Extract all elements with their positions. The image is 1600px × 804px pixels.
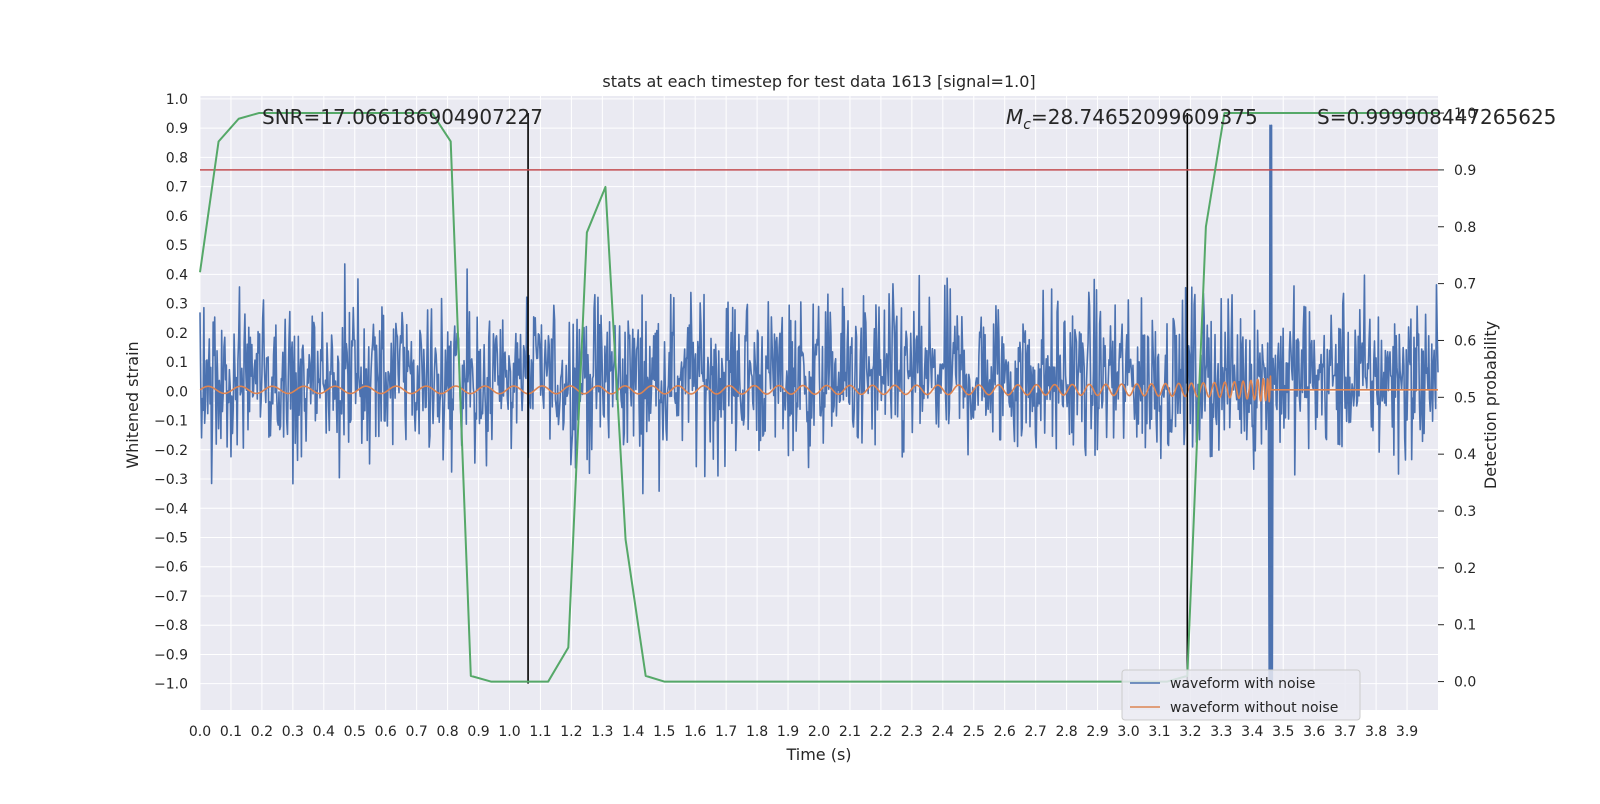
x-tick-label: 3.9 <box>1396 724 1418 740</box>
x-tick-label: 1.1 <box>529 724 551 740</box>
y-tick-label: −0.6 <box>154 560 188 576</box>
legend: waveform with noise waveform without noi… <box>1121 669 1361 721</box>
mc-annotation: Mc=28.74652099609375 <box>1006 105 1258 133</box>
x-tick-label: 2.6 <box>994 724 1016 740</box>
y-tick-label: −0.9 <box>154 647 188 663</box>
x-tick-label: 2.0 <box>808 724 830 740</box>
x-tick-label: 0.4 <box>313 724 335 740</box>
x-tick-label: 2.8 <box>1055 724 1077 740</box>
x-tick-label: 0.5 <box>344 724 366 740</box>
s-annotation: S=0.999908447265625 <box>1317 105 1556 129</box>
vertical-markers <box>527 113 1189 684</box>
x-tick-label: 2.4 <box>932 724 954 740</box>
y-right-tick-labels: 1.0 0.9 0.8 0.7 0.6 0.5 0.4 0.3 0.2 0.1 0.0 <box>1438 106 1476 691</box>
y-right-tick-label: 0.0 <box>1454 675 1476 691</box>
y-tick-labels: 1.0 0.9 0.8 0.7 0.6 0.5 0.4 0.3 0.2 0.1 0.0 −0.1 −0.… <box>154 92 188 693</box>
y-tick-label: −0.2 <box>154 443 188 459</box>
series-detection-probability <box>199 112 1438 683</box>
y-tick-label: 0.9 <box>166 121 188 137</box>
y-tick-label: 0.0 <box>166 384 188 400</box>
x-tick-label: 2.1 <box>839 724 861 740</box>
y-right-tick-label: 0.9 <box>1454 163 1476 179</box>
snr-annotation: SNR=17.066186904907227 <box>262 105 543 129</box>
x-tick-label: 3.6 <box>1303 724 1325 740</box>
y-tick-label: 0.1 <box>166 355 188 371</box>
waveform-with-noise-line <box>199 124 1439 685</box>
y-tick-label: 0.7 <box>166 180 188 196</box>
x-tick-label: 1.5 <box>653 724 675 740</box>
mc-subscript: c <box>1023 117 1031 133</box>
x-tick-label: 3.5 <box>1272 724 1294 740</box>
waveform-without-noise-line <box>199 375 1439 403</box>
y-tick-label: −1.0 <box>154 677 188 693</box>
x-tick-label: 1.2 <box>560 724 582 740</box>
x-tick-label: 1.8 <box>746 724 768 740</box>
x-tick-label: 0.7 <box>406 724 428 740</box>
y-tick-label: 0.2 <box>166 326 188 342</box>
legend-label-noise: waveform with noise <box>1170 676 1315 692</box>
y-right-tick-label: 0.7 <box>1454 277 1476 293</box>
x-tick-label: 0.0 <box>189 724 211 740</box>
y-tick-label: −0.1 <box>154 414 188 430</box>
x-tick-label: 2.9 <box>1086 724 1108 740</box>
x-tick-label: 0.1 <box>220 724 242 740</box>
y-right-tick-label: 0.1 <box>1454 618 1476 634</box>
x-tick-label: 1.3 <box>591 724 613 740</box>
x-tick-label: 3.3 <box>1210 724 1232 740</box>
y-tick-label: −0.5 <box>154 530 188 546</box>
y-gridlines <box>200 98 1438 685</box>
y-right-tick-label: 1.0 <box>1454 106 1476 122</box>
y-tick-label: 0.5 <box>166 238 188 254</box>
y-right-axis-label: Detection probability <box>1481 321 1500 489</box>
y-right-tick-label: 0.5 <box>1454 390 1476 406</box>
x-tick-label: 1.0 <box>498 724 520 740</box>
x-tick-label: 1.4 <box>622 724 644 740</box>
x-tick-label: 0.6 <box>375 724 397 740</box>
x-tick-label: 2.3 <box>901 724 923 740</box>
y-tick-label: 0.8 <box>166 150 188 166</box>
x-tick-label: 3.4 <box>1241 724 1263 740</box>
legend-box <box>1121 669 1361 721</box>
x-tick-label: 0.3 <box>282 724 304 740</box>
y-right-tick-label: 0.8 <box>1454 220 1476 236</box>
x-tick-label: 3.8 <box>1365 724 1387 740</box>
x-tick-label: 2.7 <box>1025 724 1047 740</box>
mc-value: =28.74652099609375 <box>1031 105 1258 129</box>
x-tick-label: 3.0 <box>1117 724 1139 740</box>
x-tick-label: 1.9 <box>777 724 799 740</box>
x-tick-labels: 0.0 0.1 0.2 0.3 0.4 0.5 0.6 0.7 0.8 0.9 1.0 1.1 1.2 1… <box>189 724 1418 740</box>
legend-label-chirp: waveform without noise <box>1170 700 1338 716</box>
x-tick-label: 1.6 <box>684 724 706 740</box>
y-tick-label: 1.0 <box>166 92 188 108</box>
x-tick-label: 0.9 <box>467 724 489 740</box>
x-tick-label: 1.7 <box>715 724 737 740</box>
y-tick-label: 0.6 <box>166 209 188 225</box>
y-tick-label: −0.8 <box>154 618 188 634</box>
series-waveform-without-noise <box>199 375 1439 403</box>
chart-title: stats at each timestep for test data 161… <box>602 72 1035 91</box>
x-tick-label: 2.2 <box>870 724 892 740</box>
y-right-tick-label: 0.6 <box>1454 333 1476 349</box>
x-axis-label: Time (s) <box>785 745 851 764</box>
series-waveform-with-noise <box>199 124 1439 685</box>
y-tick-label: −0.7 <box>154 589 188 605</box>
x-tick-label: 0.8 <box>436 724 458 740</box>
y-right-tick-label: 0.2 <box>1454 561 1476 577</box>
y-axis-label: Whitened strain <box>123 341 142 468</box>
x-tick-label: 0.2 <box>251 724 273 740</box>
mc-symbol: M <box>1006 105 1023 129</box>
y-tick-label: 0.3 <box>166 297 188 313</box>
y-right-tick-label: 0.3 <box>1454 504 1476 520</box>
x-tick-label: 3.1 <box>1148 724 1170 740</box>
y-tick-label: −0.3 <box>154 472 188 488</box>
x-tick-label: 3.2 <box>1179 724 1201 740</box>
x-tick-label: 3.7 <box>1334 724 1356 740</box>
x-tick-label: 2.5 <box>963 724 985 740</box>
y-tick-label: 0.4 <box>166 267 188 283</box>
y-right-tick-label: 0.4 <box>1454 447 1476 463</box>
detection-probability-line <box>199 112 1438 683</box>
y-tick-label: −0.4 <box>154 501 188 517</box>
